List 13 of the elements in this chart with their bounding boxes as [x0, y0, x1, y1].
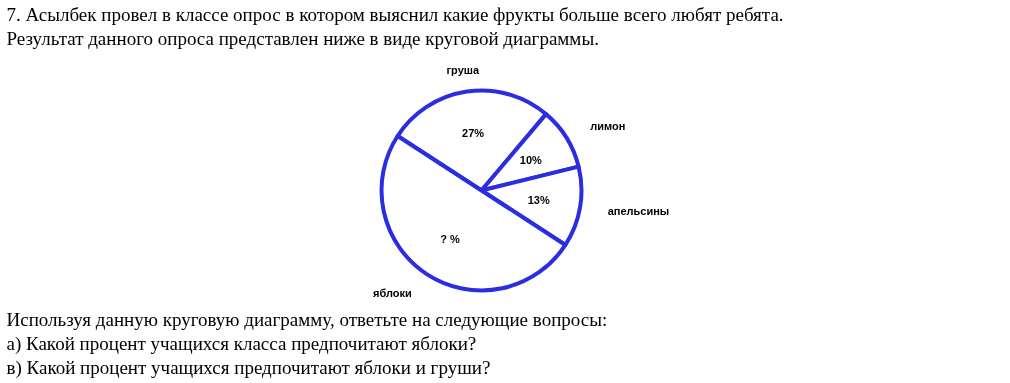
chart-title: 7. Асылбек провел в классе опрос в котором выяснил какие фрукты больше всего любят ребята. [6, 3, 784, 25]
slice-label: яблоки [373, 286, 412, 299]
slice-label: груша [446, 63, 480, 76]
data-label: 10% [519, 153, 543, 166]
text: Используя данную круговую диаграмму, ответьте на следующие вопросы: [6, 308, 608, 330]
data-label: 27% [462, 127, 485, 140]
slice-label: апельсины [607, 204, 670, 217]
data-label: ? % [440, 233, 460, 246]
text: в) Какой процент учащихся предпочитают яблоки и груши? [6, 356, 491, 379]
text: а) Какой процент учащихся класса предпочитают яблоки? [6, 332, 477, 355]
data-label: 13% [527, 194, 550, 207]
chart-subtitle: Результат данного опроса представлен ниже в виде круговой диаграммы. [6, 27, 599, 49]
slice-label: лимон [590, 120, 626, 133]
